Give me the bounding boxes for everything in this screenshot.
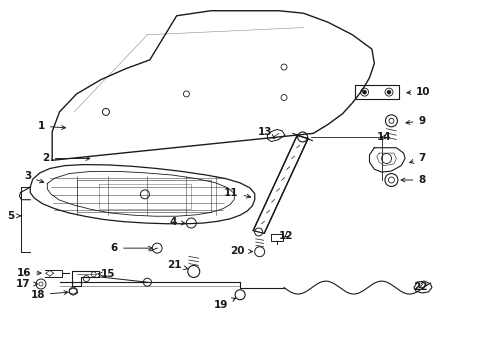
Text: 7: 7 — [410, 153, 426, 163]
Text: 14: 14 — [377, 132, 392, 142]
Text: 21: 21 — [167, 260, 188, 270]
Polygon shape — [253, 136, 308, 233]
Text: 1: 1 — [38, 121, 66, 131]
Text: 2: 2 — [43, 153, 90, 163]
Text: 10: 10 — [407, 87, 431, 97]
Circle shape — [387, 90, 391, 94]
Text: 17: 17 — [16, 279, 38, 289]
Text: 4: 4 — [169, 217, 185, 227]
Text: 19: 19 — [214, 298, 236, 310]
Text: 12: 12 — [279, 231, 294, 240]
Text: 18: 18 — [30, 290, 68, 300]
Circle shape — [363, 90, 367, 94]
Text: 5: 5 — [7, 211, 21, 221]
Text: 13: 13 — [257, 127, 275, 138]
Text: 3: 3 — [24, 171, 44, 183]
Bar — [355, 85, 399, 99]
Text: 20: 20 — [230, 246, 252, 256]
Text: 8: 8 — [401, 175, 426, 185]
Text: 15: 15 — [98, 269, 116, 279]
Text: 16: 16 — [17, 267, 41, 278]
Text: 6: 6 — [111, 243, 152, 253]
Text: 9: 9 — [406, 116, 426, 126]
Text: 22: 22 — [414, 282, 428, 292]
Text: 11: 11 — [224, 188, 250, 198]
